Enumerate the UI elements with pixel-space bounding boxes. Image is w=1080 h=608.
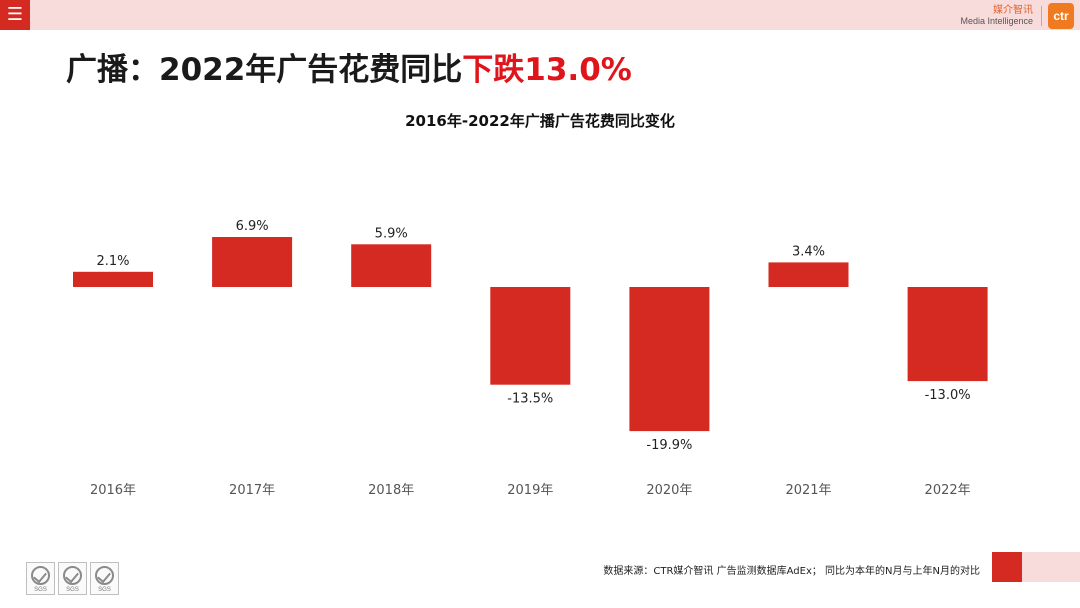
hamburger-menu-icon[interactable]: ☰ <box>0 0 30 30</box>
x-tick-label: 2020年 <box>646 483 692 498</box>
brand-logo-block: 媒介智讯 Media Intelligence ctr <box>960 3 1074 29</box>
ctr-logo-icon: ctr <box>1048 3 1074 29</box>
x-tick-label: 2016年 <box>90 483 136 498</box>
footer-red-block <box>992 552 1022 582</box>
chart-title: 2016年-2022年广播广告花费同比变化 <box>405 112 675 130</box>
brand-divider <box>1041 6 1042 26</box>
bar-2020年 <box>629 287 710 432</box>
bar-2021年 <box>768 262 849 287</box>
footer-pink-block <box>1022 552 1080 582</box>
sgs-badge-label: SGS <box>34 587 47 593</box>
bar-2022年 <box>907 287 988 382</box>
sgs-badge-icon: SGS <box>58 562 87 595</box>
data-source-note: 数据来源：CTR媒介智讯 广告监测数据库AdEx； 同比为本年的N月与上年N月的… <box>603 566 980 577</box>
data-label: 2.1% <box>96 254 129 269</box>
sgs-badge-label: SGS <box>66 587 79 593</box>
brand-en: Media Intelligence <box>960 15 1033 26</box>
data-label: -19.9% <box>646 438 692 453</box>
x-tick-label: 2022年 <box>925 483 971 498</box>
x-tick-label: 2017年 <box>229 483 275 498</box>
page-title-highlight: 下跌13.0% <box>462 52 632 88</box>
brand-cn: 媒介智讯 <box>993 5 1033 17</box>
bar-2019年 <box>490 287 571 385</box>
sgs-badge-icon: SGS <box>90 562 119 595</box>
page-title: 广播：2022年广告花费同比下跌13.0% <box>66 44 632 89</box>
top-band <box>0 0 1080 30</box>
data-label: 5.9% <box>375 226 408 241</box>
bar-2017年 <box>212 237 293 287</box>
x-tick-label: 2021年 <box>785 483 831 498</box>
bar-2016年 <box>73 271 153 287</box>
page-title-prefix: 广播：2022年广告花费同比 <box>66 52 463 88</box>
x-tick-label: 2019年 <box>507 483 553 498</box>
sgs-badge-label: SGS <box>98 587 111 593</box>
data-label: -13.5% <box>507 392 553 407</box>
data-label: -13.0% <box>925 388 971 403</box>
sgs-badges: SGS SGS SGS <box>26 562 119 595</box>
sgs-badge-icon: SGS <box>26 562 55 595</box>
bar-2018年 <box>351 244 432 287</box>
x-tick-label: 2018年 <box>368 483 414 498</box>
data-label: 3.4% <box>792 244 825 259</box>
data-label: 6.9% <box>236 219 269 234</box>
